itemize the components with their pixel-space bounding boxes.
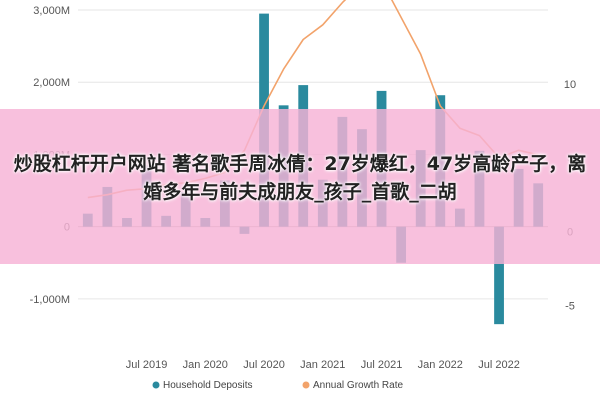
promo-overlay-text: 炒股杠杆开户网站 著名歌手周冰倩：27岁爆红，47岁高龄产子，离婚多年与前夫成朋… (13, 153, 587, 203)
left-axis-tick-label: 2,000M (33, 77, 70, 89)
x-axis-tick-label: Jan 2020 (183, 359, 228, 371)
left-axis-tick-label: -1,000M (30, 294, 70, 306)
x-axis-tick-label: Jan 2022 (418, 359, 463, 371)
x-axis-tick-label: Jul 2019 (126, 359, 168, 371)
x-axis-tick-label: Jul 2020 (243, 359, 285, 371)
right-axis-tick-label: -5 (565, 300, 575, 312)
promo-overlay-band (0, 109, 600, 264)
legend-label: Annual Growth Rate (313, 380, 403, 391)
legend-marker (302, 381, 310, 389)
x-axis-tick-label: Jan 2021 (300, 359, 345, 371)
legend-marker (152, 381, 160, 389)
left-axis-tick-label: 3,000M (33, 5, 70, 17)
legend: Household Deposits Annual Growth Rate (152, 380, 403, 391)
right-axis-tick-label: 10 (564, 79, 576, 91)
deposit-bar (494, 226, 504, 325)
x-axis-tick-label: Jul 2022 (478, 359, 520, 371)
x-axis: Jul 2019 Jan 2020 Jul 2020 Jan 2021 Jul 2021… (126, 359, 520, 371)
legend-label: Household Deposits (163, 380, 253, 391)
x-axis-tick-label: Jul 2021 (361, 359, 403, 371)
